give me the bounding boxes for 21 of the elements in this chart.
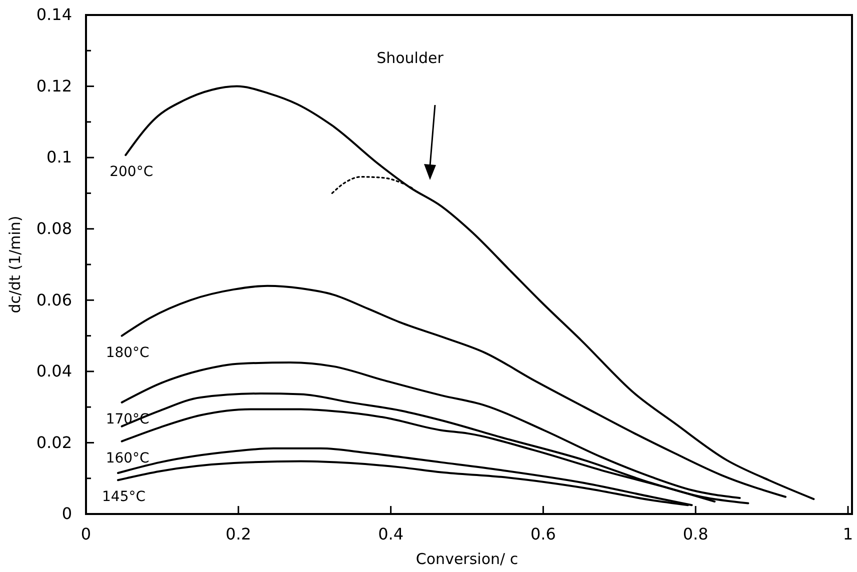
x-tick-label: 0.6 bbox=[530, 524, 556, 544]
x-axis-title: Conversion/ c bbox=[416, 550, 518, 568]
y-tick-label: 0.12 bbox=[36, 76, 72, 96]
x-tick-label: 1 bbox=[842, 524, 854, 544]
y-tick-label: 0 bbox=[62, 504, 72, 524]
series-label: 200°C bbox=[110, 164, 154, 180]
y-tick-label: 0.08 bbox=[36, 218, 72, 238]
y-tick-label: 0.1 bbox=[46, 148, 72, 167]
series-label: 180°C bbox=[106, 344, 150, 361]
y-tick-label: 0.02 bbox=[36, 432, 72, 452]
x-tick-label: 0.8 bbox=[682, 524, 708, 544]
annotation: Shoulder bbox=[376, 49, 444, 67]
x-tick-label: 0.2 bbox=[226, 524, 252, 544]
y-tick-label: 0.04 bbox=[36, 362, 72, 381]
y-tick-label: 0.06 bbox=[36, 290, 72, 310]
y-axis-title: dc/dt (1/min) bbox=[6, 216, 24, 314]
y-tick-label: 0.14 bbox=[36, 5, 72, 24]
series-label: 145°C bbox=[102, 489, 146, 506]
x-tick-label: 0 bbox=[80, 524, 92, 544]
x-tick-label: 0.4 bbox=[378, 524, 404, 544]
series-label: 160°C bbox=[106, 450, 150, 466]
